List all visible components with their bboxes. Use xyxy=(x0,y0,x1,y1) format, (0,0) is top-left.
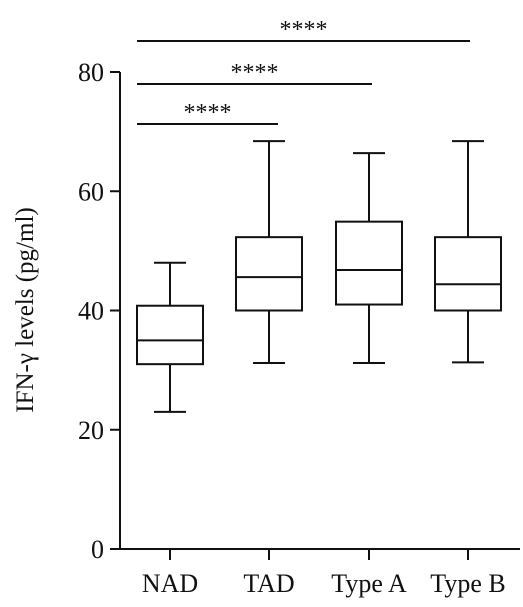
y-tick-label: 60 xyxy=(78,177,104,206)
x-tick-label: TAD xyxy=(243,569,294,598)
iqr-box xyxy=(434,236,502,312)
iqr-box xyxy=(136,304,204,366)
y-tick-label: 80 xyxy=(78,58,104,87)
box-nad xyxy=(136,261,204,413)
y-axis-label: IFN-γ levels (pg/ml) xyxy=(12,207,39,412)
y-tick-label: 0 xyxy=(91,535,104,564)
significance-brackets: ************ xyxy=(137,17,470,126)
significance-bracket: **** xyxy=(137,17,470,43)
iqr-box xyxy=(235,236,303,312)
significance-label: **** xyxy=(280,17,328,43)
y-ticks: 0 20 40 60 80 xyxy=(78,58,120,564)
x-axis: NAD TAD Type A Type B xyxy=(120,548,520,598)
boxes xyxy=(136,140,502,413)
y-tick-label: 40 xyxy=(78,297,104,326)
x-ticks: NAD TAD Type A Type B xyxy=(142,549,506,598)
x-tick-label: Type B xyxy=(430,569,505,598)
box-type-a xyxy=(335,152,403,364)
y-axis: 0 20 40 60 80 IFN-γ levels (pg/ml) xyxy=(12,58,121,564)
significance-label: **** xyxy=(184,100,232,126)
box-tad xyxy=(235,140,303,364)
significance-label: **** xyxy=(231,60,279,86)
iqr-box xyxy=(335,220,403,306)
significance-bracket: **** xyxy=(137,60,372,86)
y-tick-label: 20 xyxy=(78,416,104,445)
x-tick-label: Type A xyxy=(331,569,407,598)
box-type-b xyxy=(434,140,502,364)
x-tick-label: NAD xyxy=(142,569,198,598)
significance-bracket: **** xyxy=(137,100,278,126)
